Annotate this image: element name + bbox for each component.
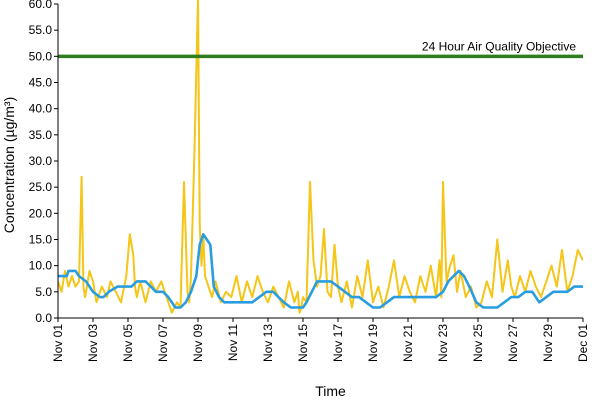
y-axis-ticks: 0.0 5.0 10.0 15.0 20.0 25.0 30.0 35.0 40.0 45.0 50…	[29, 0, 58, 325]
y-tick-label: 5.0	[35, 285, 52, 299]
x-tick-label: Nov 11	[226, 324, 240, 361]
y-tick-label: 45.0	[29, 76, 53, 90]
y-tick-label: 15.0	[29, 233, 53, 247]
x-tick-label: Dec 01	[576, 324, 590, 362]
x-tick-label: Nov 15	[296, 324, 310, 362]
x-tick-label: Nov 05	[121, 324, 135, 362]
x-tick-label: Nov 21	[401, 324, 415, 362]
x-axis-title: Time	[315, 383, 346, 399]
objective-label: 24 Hour Air Quality Objective	[422, 39, 576, 53]
running-mean-line	[58, 233, 583, 309]
x-tick-label: Nov 03	[86, 324, 100, 362]
x-tick-label: Nov 27	[506, 324, 520, 362]
y-axis-title: Concentration (µg/m³)	[1, 97, 17, 233]
y-tick-label: 25.0	[29, 180, 53, 194]
x-tick-label: Nov 23	[436, 324, 450, 362]
x-tick-label: Nov 29	[541, 324, 555, 362]
y-tick-label: 20.0	[29, 206, 53, 220]
y-tick-label: 35.0	[29, 128, 53, 142]
series-layer	[58, 0, 583, 314]
y-tick-label: 40.0	[29, 102, 53, 116]
x-axis-ticks: Nov 01 Nov 03 Nov 05 Nov 07 Nov 09 Nov 11 Nov …	[51, 318, 590, 362]
x-tick-label: Nov 01	[51, 324, 65, 362]
y-tick-label: 30.0	[29, 154, 53, 168]
x-tick-label: Nov 09	[191, 324, 205, 362]
y-tick-label: 55.0	[29, 23, 53, 37]
y-tick-label: 10.0	[29, 259, 53, 273]
y-tick-label: 60.0	[29, 0, 53, 11]
x-tick-label: Nov 07	[156, 324, 170, 362]
y-tick-label: 50.0	[29, 49, 53, 63]
x-tick-label: Nov 13	[261, 324, 275, 362]
x-tick-label: Nov 19	[366, 324, 380, 362]
x-tick-label: Nov 17	[331, 324, 345, 362]
x-tick-label: Nov 25	[471, 324, 485, 362]
y-tick-label: 0.0	[35, 311, 52, 325]
